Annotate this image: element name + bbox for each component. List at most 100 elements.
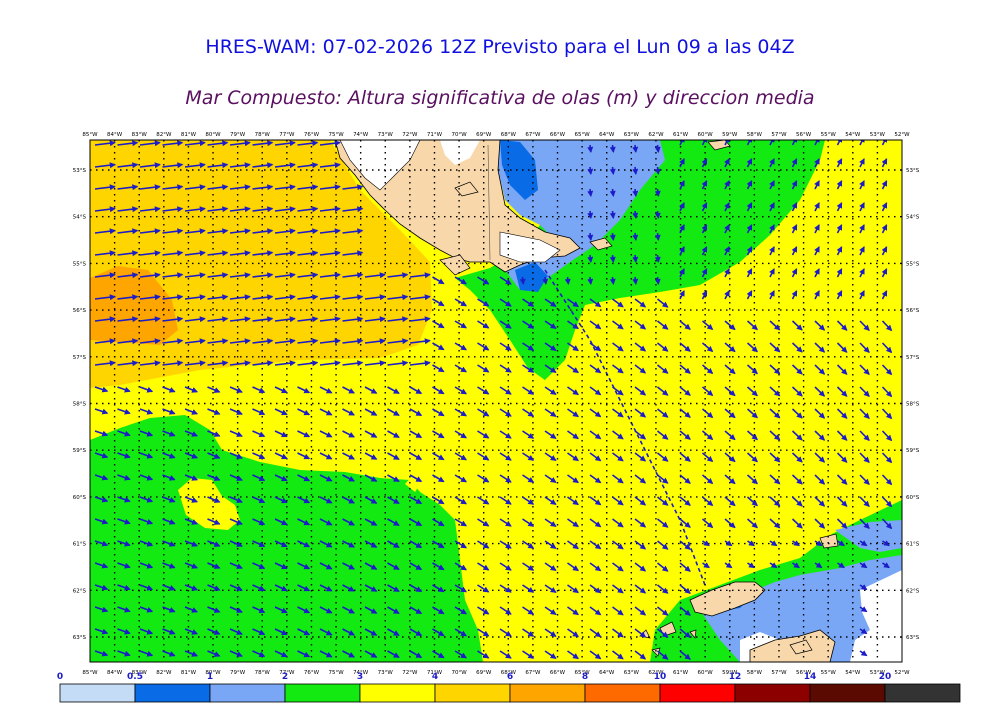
wave-direction-arrow <box>297 452 311 460</box>
wave-direction-arrow <box>364 316 386 323</box>
wave-direction-arrow <box>724 452 736 463</box>
wave-direction-arrow <box>342 228 364 235</box>
wave-direction-arrow <box>477 276 490 285</box>
wave-direction-arrow <box>364 650 378 658</box>
wave-direction-arrow <box>544 562 557 572</box>
wave-direction-arrow <box>409 272 431 279</box>
longitude-label: 69°W <box>476 132 492 138</box>
wave-direction-arrow <box>836 364 848 375</box>
wave-direction-arrow <box>364 474 378 482</box>
wave-direction-arrow <box>454 584 467 593</box>
wave-direction-arrow <box>609 144 616 153</box>
wave-direction-arrow <box>387 562 400 570</box>
wave-direction-arrow <box>184 474 199 481</box>
wave-direction-arrow <box>679 140 685 146</box>
wave-direction-arrow <box>432 364 445 373</box>
wave-direction-arrow <box>679 628 691 638</box>
wave-direction-arrow <box>544 298 557 308</box>
legend-swatch <box>734 683 811 703</box>
wave-direction-arrow <box>139 408 154 415</box>
wave-direction-arrow <box>679 606 691 616</box>
map-area <box>90 140 902 662</box>
wave-direction-arrow <box>94 430 109 437</box>
wave-direction-arrow <box>252 206 274 213</box>
wave-direction-arrow <box>679 224 685 234</box>
wave-direction-arrow <box>814 518 826 529</box>
wave-direction-arrow <box>634 518 647 528</box>
longitude-label: 79°W <box>230 132 246 138</box>
wave-direction-arrow <box>499 650 512 659</box>
wave-direction-arrow <box>679 180 685 190</box>
wave-direction-arrow <box>544 430 557 440</box>
latitude-label: 56°S <box>73 308 87 314</box>
longitude-label: 71°W <box>427 132 443 138</box>
longitude-label: 63°W <box>624 132 640 138</box>
wave-direction-arrow <box>409 386 423 395</box>
wave-direction-arrow <box>409 496 423 505</box>
wave-direction-arrow <box>139 360 161 367</box>
wave-direction-arrow <box>746 342 758 353</box>
wave-direction-arrow <box>477 408 490 417</box>
wave-direction-arrow <box>859 518 870 529</box>
wave-direction-arrow <box>252 650 266 658</box>
wave-direction-arrow <box>567 650 579 660</box>
wave-direction-arrow <box>94 408 109 415</box>
wave-direction-arrow <box>207 540 221 547</box>
wave-direction-arrow <box>184 338 206 345</box>
wave-direction-arrow <box>477 562 490 571</box>
wave-direction-arrow <box>117 474 131 481</box>
south-shetland-islands <box>689 581 766 617</box>
wave-direction-arrow <box>836 430 848 441</box>
wave-direction-arrow <box>252 452 266 460</box>
wave-direction-arrow <box>297 250 319 257</box>
wave-direction-arrow <box>522 584 535 593</box>
wave-direction-arrow <box>117 518 131 525</box>
wave-direction-arrow <box>544 386 557 396</box>
longitude-labels-top: 85°W 84°W 83°W 82°W 81°W 80°W 79°W 78°W 77°W 76°W… <box>82 132 910 138</box>
wave-direction-arrow <box>207 228 229 235</box>
legend-tick-label: 6 <box>507 672 513 682</box>
wave-direction-arrow <box>567 628 579 638</box>
wave-direction-arrow <box>567 496 579 506</box>
wave-direction-arrow <box>634 452 647 462</box>
wave-direction-arrow <box>634 606 647 616</box>
wave-direction-arrow <box>679 386 691 396</box>
wave-direction-arrow <box>94 584 109 591</box>
wave-direction-arrow <box>477 452 490 461</box>
wave-direction-arrow <box>184 540 199 547</box>
wave-direction-arrow <box>184 452 199 459</box>
wave-direction-arrow <box>814 430 826 441</box>
wave-direction-arrow <box>881 246 888 256</box>
latitude-label: 59°S <box>906 448 920 454</box>
wave-direction-arrow <box>567 430 579 440</box>
wave-direction-arrow <box>117 272 139 279</box>
wave-direction-arrow <box>477 364 490 373</box>
wave-direction-arrow <box>814 140 820 146</box>
wave-direction-arrow <box>117 606 131 613</box>
wave-direction-arrow <box>297 206 319 213</box>
wave-direction-arrow <box>612 540 624 550</box>
wave-direction-arrow <box>274 386 288 394</box>
wave-direction-arrow <box>589 342 602 352</box>
border-line <box>487 144 491 261</box>
wave-direction-arrow <box>252 250 274 257</box>
wave-direction-arrow <box>522 298 535 307</box>
wave-zone-1-2m-south-east <box>700 555 902 662</box>
wave-direction-arrow <box>387 584 400 592</box>
wave-direction-arrow <box>814 408 826 419</box>
wave-direction-arrow <box>587 232 594 241</box>
wave-direction-arrow <box>139 584 154 591</box>
wave-direction-arrow <box>544 474 557 484</box>
wave-direction-arrow <box>229 562 243 569</box>
wave-direction-arrow <box>162 294 184 301</box>
longitude-label: 82°W <box>156 132 172 138</box>
wave-direction-arrow <box>814 452 826 463</box>
wave-direction-arrow <box>274 316 296 323</box>
wave-direction-arrow <box>409 294 431 301</box>
wave-direction-arrow <box>229 294 251 301</box>
wave-direction-arrow <box>297 184 319 191</box>
wave-direction-arrow <box>746 496 758 507</box>
wave-direction-arrow <box>387 606 400 614</box>
wave-direction-arrow <box>162 540 176 547</box>
wave-direction-arrow <box>454 298 467 307</box>
